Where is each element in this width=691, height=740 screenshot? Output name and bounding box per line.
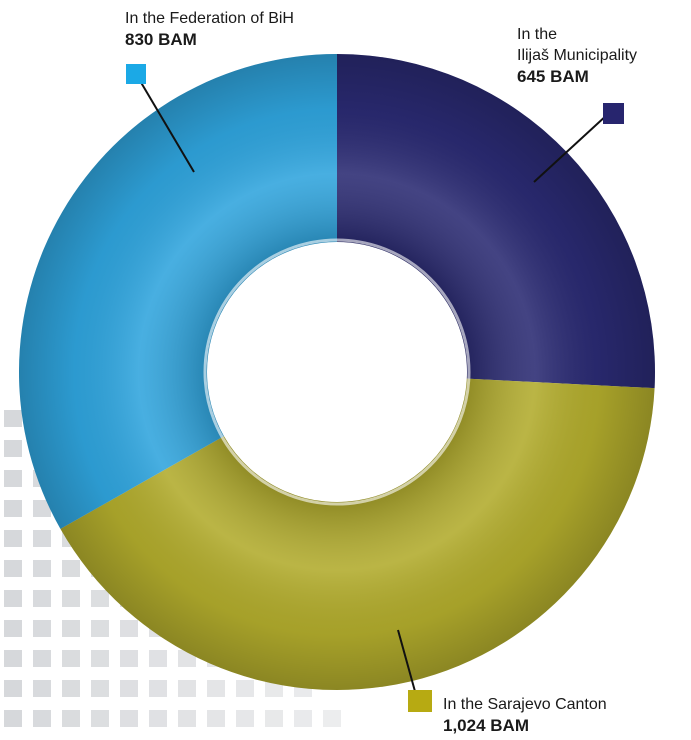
leader-line-sarajevo: [397, 629, 417, 696]
pattern-square: [33, 680, 51, 697]
pattern-square: [62, 620, 80, 637]
pattern-square: [33, 560, 51, 577]
pattern-square: [91, 590, 109, 607]
pattern-square: [207, 710, 225, 727]
pattern-square: [91, 710, 109, 727]
pattern-square: [4, 620, 22, 637]
pattern-square: [4, 470, 22, 487]
donut-inner-rim: [203, 238, 471, 506]
label-federation-value: 830 BAM: [125, 30, 197, 49]
pattern-square: [91, 680, 109, 697]
pattern-square: [62, 560, 80, 577]
donut-slice-shade-1: [60, 378, 655, 690]
leader-line-ilijas: [533, 113, 609, 183]
pattern-square: [207, 680, 225, 697]
marker-sarajevo: [408, 690, 432, 712]
label-ilijas-line1: In the: [517, 26, 558, 43]
marker-ilijas: [603, 103, 624, 124]
pattern-square: [91, 620, 109, 637]
pattern-square: [33, 500, 51, 517]
pattern-square: [4, 650, 22, 667]
pattern-square: [4, 410, 22, 427]
pattern-square: [149, 650, 167, 667]
pattern-square: [4, 440, 22, 457]
pattern-square: [265, 710, 283, 727]
pattern-square: [62, 710, 80, 727]
label-ilijas-value: 645 BAM: [517, 67, 589, 86]
pattern-square: [33, 710, 51, 727]
pattern-square: [236, 680, 254, 697]
pattern-square: [149, 680, 167, 697]
pattern-square: [4, 710, 22, 727]
pattern-square: [120, 650, 138, 667]
label-ilijas: In the Ilijaš Municipality 645 BAM: [517, 24, 637, 87]
label-federation-text: In the Federation of BiH: [125, 10, 294, 27]
marker-federation: [126, 64, 146, 84]
donut-slice-shade-2: [19, 53, 337, 529]
label-sarajevo-value: 1,024 BAM: [443, 716, 529, 735]
pattern-square: [120, 710, 138, 727]
label-federation: In the Federation of BiH 830 BAM: [125, 8, 294, 50]
pattern-square: [33, 650, 51, 667]
pattern-square: [62, 680, 80, 697]
pattern-square: [33, 620, 51, 637]
pattern-square: [178, 680, 196, 697]
donut-slice-shade-0: [337, 54, 655, 389]
pattern-square: [62, 650, 80, 667]
pattern-square: [120, 680, 138, 697]
label-ilijas-line2: Ilijaš Municipality: [517, 47, 638, 64]
pattern-square: [294, 710, 312, 727]
pattern-square: [33, 590, 51, 607]
pattern-square: [178, 710, 196, 727]
pattern-square: [4, 560, 22, 577]
label-sarajevo: In the Sarajevo Canton 1,024 BAM: [443, 694, 607, 736]
pattern-square: [149, 710, 167, 727]
pattern-square: [33, 530, 51, 547]
pattern-square: [4, 680, 22, 697]
pattern-square: [4, 530, 22, 547]
pattern-square: [323, 710, 341, 727]
pattern-square: [4, 590, 22, 607]
pattern-square: [91, 650, 109, 667]
pattern-square: [62, 590, 80, 607]
pattern-square: [236, 710, 254, 727]
leader-line-federation: [135, 73, 195, 173]
pattern-square: [120, 620, 138, 637]
label-sarajevo-text: In the Sarajevo Canton: [443, 696, 607, 713]
pattern-square: [4, 500, 22, 517]
